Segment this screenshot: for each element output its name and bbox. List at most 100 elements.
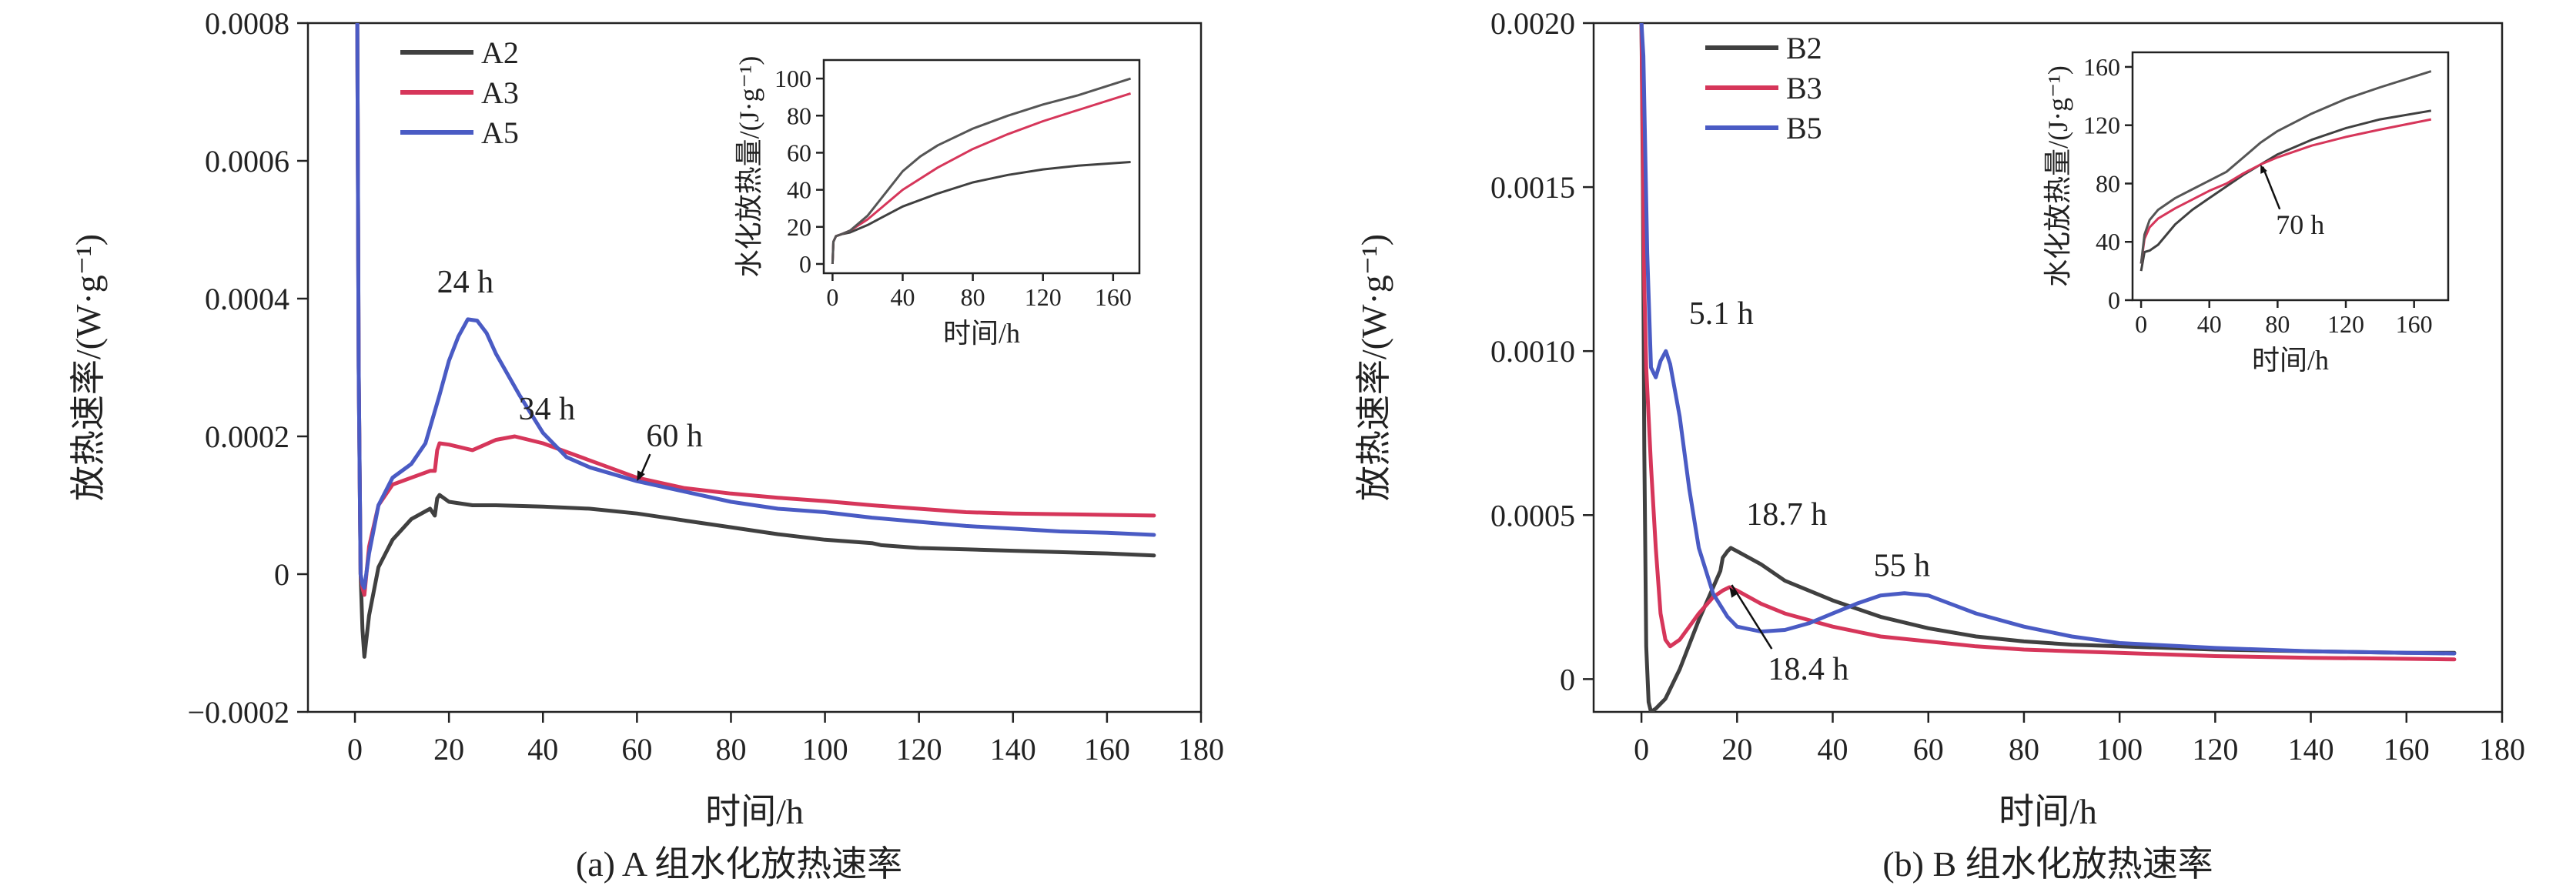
series-line-A2 [355,23,1156,659]
y-tick-label: 0.0002 [205,419,289,454]
x-axis-title: 时间/h [705,792,804,831]
inset-x-tick-label: 80 [2265,310,2290,338]
inset-y-tick-label: 80 [787,102,811,129]
x-tick-label: 100 [802,732,848,767]
x-tick-label: 80 [715,732,746,767]
x-tick-label: 80 [2009,732,2039,767]
annotation-label: 34 h [519,392,576,427]
inset-x-axis-title: 时间/h [943,318,1020,349]
panel-b-group: 0 20 40 60 80 100 120 140 160 180 0 0.0005 0.0010 0.0… [1354,6,2525,831]
inset-y-tick-label: 60 [787,139,811,166]
legend-label-A3: A3 [481,75,519,110]
x-tick-label: 40 [1818,732,1848,767]
annotation-label: 24 h [437,265,494,300]
inset-y-tick-label: 80 [2096,169,2120,197]
annotation-arrowhead [637,470,645,482]
y-tick-label: 0 [1560,662,1575,697]
x-tick-label: 60 [621,732,652,767]
inset-x-axis-title: 时间/h [2252,345,2329,376]
inset-group: 0 40 80 120 160 0 40 80 120 160 时间/h 水化放热量/(J·g⁻¹) 7… [2042,51,2450,376]
inset-frame [822,58,1141,275]
y-tick-label: −0.0002 [187,695,289,730]
inset-series-line-B2 [2139,109,2432,272]
annotation-label: 5.1 h [1689,296,1754,332]
panel-b-caption: (b) B 组水化放热速率 [1882,844,2213,884]
series-line-B3 [1639,23,2457,662]
inset-x-tick-label: 0 [2135,310,2147,338]
inset-y-tick-label: 20 [787,213,811,241]
plot-frame [1592,22,2504,713]
x-tick-label: 0 [347,732,363,767]
legend-label-A5: A5 [481,115,519,150]
y-tick-label: 0 [274,557,289,592]
inset-y-tick-label: 0 [2108,286,2120,314]
inset-y-axis-title: 水化放热量/(J·g⁻¹) [2042,65,2073,287]
inset-annotation-label: 70 h [2276,209,2324,240]
annotation-arrow [1731,584,1773,650]
y-tick-label: 0.0010 [1490,334,1575,369]
x-tick-label: 20 [433,732,464,767]
inset-y-tick-label: 0 [799,250,811,278]
x-tick-label: 180 [1178,732,1224,767]
inset-y-tick-label: 160 [2083,53,2120,81]
annotation-label: 55 h [1874,549,1931,584]
inset-x-tick-label: 160 [1095,283,1132,311]
legend-label-B3: B3 [1786,71,1822,105]
inset-series-line-B5 [2139,70,2432,264]
inset-x-tick-label: 40 [2197,310,2222,338]
panel-a-group: 0 20 40 60 80 100 120 140 160 180 −0.0002 0 0.0002 0.… [69,6,1224,831]
series-line-B2 [1639,23,2457,712]
x-axis-title: 时间/h [1999,792,2097,831]
x-tick-label: 40 [527,732,558,767]
x-tick-label: 160 [2384,732,2430,767]
inset-series-line-B3 [2139,118,2432,264]
inset-y-tick-label: 120 [2083,112,2120,139]
annotation-arrowhead [1729,587,1739,598]
inset-y-tick-label: 100 [774,65,811,92]
annotation-label: 60 h [646,419,703,454]
inset-group: 0 40 80 120 160 0 20 40 60 80 100 时间/h 水化放热量/(J·g⁻¹) [734,56,1141,349]
panel-a-caption: (a) A 组水化放热速率 [576,844,902,884]
inset-annotation-arrow [2262,166,2281,210]
x-tick-label: 160 [1084,732,1130,767]
legend-label-B5: B5 [1786,111,1822,145]
y-tick-label: 0.0008 [205,6,289,41]
y-tick-label: 0.0015 [1490,170,1575,205]
inset-x-tick-label: 120 [1025,283,1062,311]
x-tick-label: 60 [1913,732,1944,767]
inset-x-tick-label: 40 [891,283,915,311]
x-tick-label: 100 [2096,732,2143,767]
inset-series-line-A5 [831,77,1132,265]
y-tick-label: 0.0004 [205,282,289,316]
x-tick-label: 180 [2479,732,2525,767]
series-group [355,23,1156,659]
y-tick-label: 0.0006 [205,144,289,179]
inset-y-tick-label: 40 [2096,228,2120,256]
x-tick-label: 20 [1721,732,1752,767]
inset-y-tick-label: 40 [787,176,811,204]
inset-y-axis-title: 水化放热量/(J·g⁻¹) [734,56,764,278]
x-tick-label: 0 [1634,732,1649,767]
x-tick-label: 140 [990,732,1036,767]
inset-x-tick-label: 120 [2327,310,2364,338]
x-tick-label: 140 [2288,732,2334,767]
x-tick-label: 120 [2192,732,2238,767]
inset-frame [2131,51,2450,302]
y-tick-label: 0.0020 [1490,6,1575,41]
legend-label-A2: A2 [481,35,519,70]
legend-label-B2: B2 [1786,31,1822,65]
x-tick-label: 120 [896,732,942,767]
plot-frame [306,22,1203,713]
inset-x-tick-label: 160 [2396,310,2433,338]
inset-x-tick-label: 0 [826,283,838,311]
y-tick-label: 0.0005 [1490,498,1575,533]
annotation-label: 18.7 h [1746,497,1827,533]
y-axis-title: 放热速率/(W·g⁻¹) [1354,234,1393,501]
series-line-A5 [355,23,1156,590]
inset-series-line-A2 [831,161,1131,265]
y-axis-title: 放热速率/(W·g⁻¹) [69,234,108,501]
inset-series-line-A3 [831,92,1132,265]
inset-x-tick-label: 80 [961,283,985,311]
inset-annotation-arrowhead [2260,164,2267,174]
